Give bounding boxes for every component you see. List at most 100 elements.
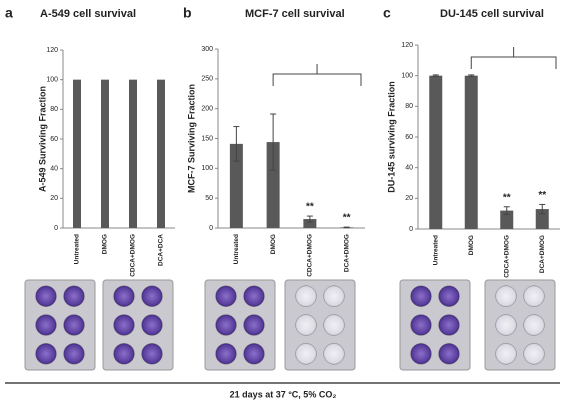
y-tick-label: 0 <box>54 225 58 232</box>
well <box>113 343 135 365</box>
y-tick-label: 0 <box>209 225 213 232</box>
panel-letter: b <box>183 5 192 21</box>
well <box>295 285 317 307</box>
well <box>410 314 432 336</box>
y-tick-label: 80 <box>50 106 58 113</box>
y-tick-label: 150 <box>201 135 213 142</box>
plate-photos <box>24 279 556 371</box>
y-tick-label: 120 <box>401 42 413 49</box>
y-axis-label: MCF-7 Surviving Fraction <box>186 84 196 193</box>
well <box>243 314 265 336</box>
well <box>35 285 57 307</box>
well <box>410 285 432 307</box>
y-axis-label: DU-145 surviving Fraction <box>386 81 396 193</box>
well <box>523 285 545 307</box>
bar <box>266 142 280 228</box>
bar <box>429 75 443 230</box>
bar <box>73 79 81 229</box>
y-tick-label: 200 <box>201 106 213 113</box>
well <box>523 314 545 336</box>
panel-letter: c <box>383 5 391 21</box>
x-tick-label: DMOG <box>468 235 475 255</box>
y-tick-label: 100 <box>401 73 413 80</box>
y-tick-label: 50 <box>205 195 213 202</box>
panel-letter: a <box>5 5 13 21</box>
well <box>141 314 163 336</box>
well <box>438 285 460 307</box>
significance-marker: ** <box>343 213 351 224</box>
well <box>215 285 237 307</box>
x-tick-label: CDCA+DMOG <box>130 234 137 277</box>
significance-marker: ** <box>503 192 511 203</box>
well <box>295 343 317 365</box>
bar <box>101 79 109 229</box>
error-bar <box>503 206 510 215</box>
x-tick-label: DMOG <box>102 234 109 254</box>
bar <box>303 219 317 228</box>
well <box>495 343 517 365</box>
bar <box>229 143 243 228</box>
well <box>113 314 135 336</box>
well <box>495 285 517 307</box>
well <box>243 343 265 365</box>
y-tick-label: 20 <box>405 195 413 202</box>
well <box>63 314 85 336</box>
y-tick-label: 250 <box>201 76 213 83</box>
well <box>63 343 85 365</box>
error-bar <box>539 203 546 215</box>
chart-title: DU-145 cell survival <box>440 8 544 20</box>
comparison-bracket <box>470 47 557 69</box>
x-tick-label: Untreated <box>74 234 81 264</box>
well <box>113 285 135 307</box>
well <box>243 285 265 307</box>
y-tick-label: 40 <box>405 165 413 172</box>
well <box>410 343 432 365</box>
y-tick-label: 0 <box>409 226 413 233</box>
bar <box>500 210 514 229</box>
y-tick-label: 100 <box>201 165 213 172</box>
well <box>438 343 460 365</box>
y-tick-label: 20 <box>50 195 58 202</box>
well <box>141 285 163 307</box>
x-tick-label: DCA+DMOG <box>343 234 350 272</box>
x-tick-label: DCA+DCA <box>158 234 165 266</box>
well <box>141 343 163 365</box>
bar <box>535 209 549 229</box>
y-tick-label: 60 <box>405 134 413 141</box>
x-tick-label: Untreated <box>432 235 439 265</box>
error-bar <box>306 215 313 223</box>
well <box>35 343 57 365</box>
well <box>323 285 345 307</box>
chart-title: MCF-7 cell survival <box>245 8 345 20</box>
error-bar <box>468 74 475 77</box>
y-tick-label: 120 <box>46 47 58 54</box>
well <box>215 314 237 336</box>
error-bar <box>343 226 350 229</box>
well <box>323 343 345 365</box>
y-tick-label: 60 <box>50 136 58 143</box>
error-bar <box>432 74 439 77</box>
significance-marker: ** <box>538 190 546 201</box>
x-tick-label: DMOG <box>270 234 277 254</box>
significance-marker: ** <box>306 202 314 213</box>
bar <box>129 79 137 229</box>
well <box>523 343 545 365</box>
y-tick-label: 300 <box>201 46 213 53</box>
x-tick-label: CDCA+DMOG <box>307 234 314 277</box>
bar <box>157 79 165 229</box>
y-tick-label: 80 <box>405 103 413 110</box>
x-tick-label: Untreated <box>233 234 240 264</box>
comparison-bracket <box>272 64 362 86</box>
well <box>495 314 517 336</box>
error-bar <box>233 126 240 162</box>
well <box>295 314 317 336</box>
x-tick-label: CDCA+DMOG <box>503 235 510 278</box>
well <box>63 285 85 307</box>
well <box>323 314 345 336</box>
well <box>215 343 237 365</box>
y-axis-label: A-549 Surviving Fraction <box>37 86 47 192</box>
bar <box>464 75 478 230</box>
footer: 21 days at 37 °C, 5% CO₂ <box>230 389 337 399</box>
y-tick-label: 40 <box>50 166 58 173</box>
